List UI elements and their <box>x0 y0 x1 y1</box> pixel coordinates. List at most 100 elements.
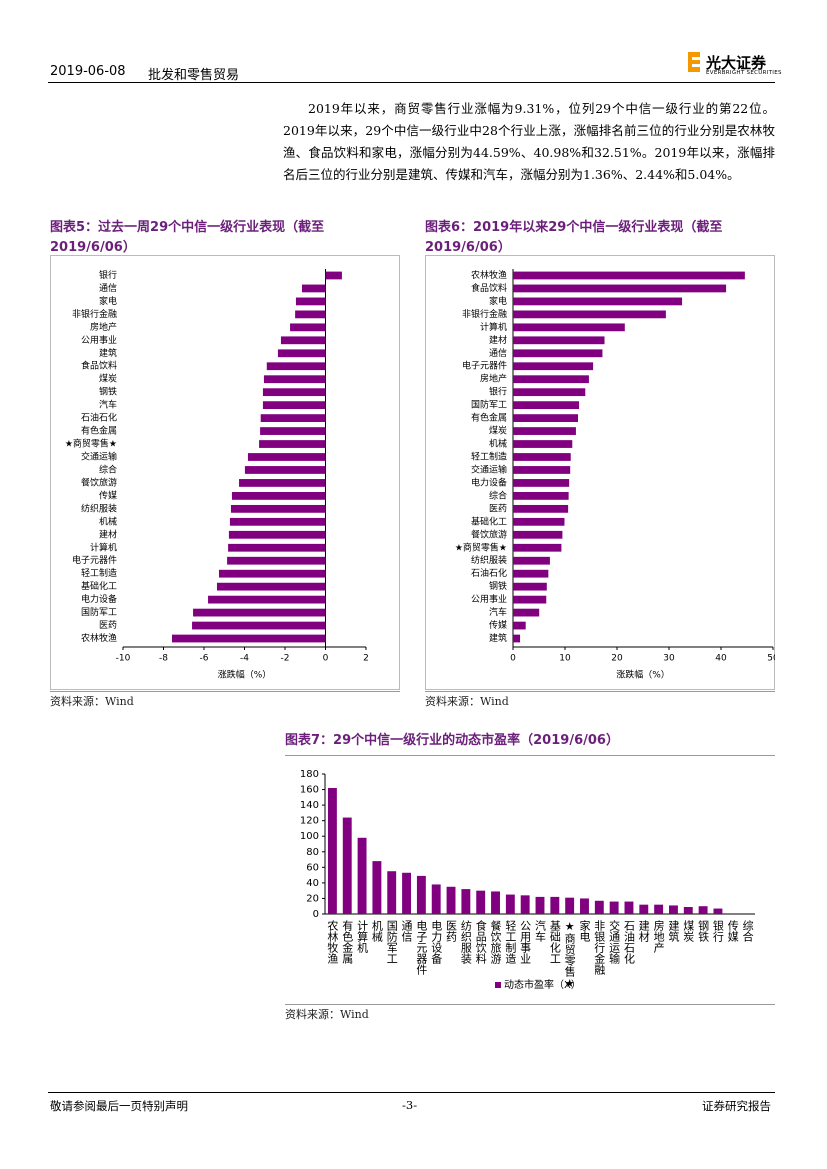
y-tick-label: 煤炭 <box>99 373 117 385</box>
y-tick-label: 银行 <box>489 386 507 398</box>
bar <box>218 569 326 578</box>
x-tick-label: -8 <box>159 654 168 664</box>
bar <box>513 608 540 617</box>
x-tick-label: 50 <box>767 654 775 664</box>
y-tick-label: 国防军工 <box>81 606 117 618</box>
x-tick-label: 有色金属 <box>341 919 354 965</box>
bar <box>228 543 326 552</box>
bar <box>446 886 456 914</box>
y-tick-label: 0 <box>313 909 319 920</box>
x-tick-label: 传媒 <box>726 920 739 943</box>
y-tick-label: 公用事业 <box>81 334 117 346</box>
y-tick-label: 国防军工 <box>471 399 507 411</box>
bar <box>513 375 589 384</box>
bar <box>247 453 326 461</box>
x-tick-label: 基础化工 <box>548 920 561 964</box>
bar <box>513 543 562 552</box>
x-tick-label: 综合 <box>741 919 754 942</box>
x-tick-label: -10 <box>116 654 131 664</box>
x-tick-label: 非银行金融 <box>593 920 606 976</box>
x-tick-label: -2 <box>281 654 290 664</box>
x-tick-label: 钢铁 <box>697 920 710 942</box>
chart-source: 资料来源：Wind <box>425 691 775 709</box>
x-tick-label: 纺织服装 <box>459 919 472 965</box>
x-tick-label: 餐饮旅游 <box>489 919 502 964</box>
bar <box>228 530 326 539</box>
bar <box>231 492 326 500</box>
chart: 0 20 40 60 80 100 120 140 160 180 农林牧渔 有色金属 计算机 机械 国防军… <box>300 769 755 991</box>
bar <box>416 875 426 914</box>
y-tick-label: 纺织服装 <box>81 502 117 514</box>
footer-label: 证券研究报告 <box>702 1099 771 1113</box>
bar <box>476 890 486 914</box>
y-tick-label: 传媒 <box>489 619 507 631</box>
bar <box>513 569 549 578</box>
chart: 0 10 20 30 40 50 涨跌幅（%） 农林牧渔食品饮料家电非银行金融计算机建材通信电… <box>425 255 775 690</box>
x-tick-label: 计算机 <box>356 920 369 953</box>
y-tick-label: 电子元器件 <box>72 554 117 566</box>
x-tick-label: 国防军工 <box>385 920 398 964</box>
y-tick-label: 电子元器件 <box>462 360 507 372</box>
bar <box>513 517 565 526</box>
bar <box>260 414 326 422</box>
y-tick-label: 80 <box>306 847 319 858</box>
y-tick-label: 电力设备 <box>471 476 507 488</box>
bar <box>513 530 563 539</box>
bar <box>520 895 530 914</box>
chart: -10 -8 -6 -4 -2 0 2 涨跌幅（%） 银行通信家电非银行金融房地产公用事业建筑食… <box>50 255 400 690</box>
y-tick-label: 纺织服装 <box>471 554 507 566</box>
y-tick-label: 120 <box>300 816 319 827</box>
bar <box>513 310 666 319</box>
x-tick-label: 建筑 <box>667 919 680 942</box>
y-tick-label: 公用事业 <box>471 593 507 605</box>
bar <box>513 595 547 604</box>
bar <box>513 453 571 461</box>
y-tick-label: 房地产 <box>90 321 117 333</box>
y-tick-label: 基础化工 <box>81 580 117 592</box>
y-tick-label: 银行 <box>99 269 117 281</box>
y-tick-label: ★商贸零售★ <box>455 541 507 553</box>
y-tick-label: 医药 <box>489 503 507 514</box>
bar <box>513 362 594 371</box>
bar <box>513 504 569 513</box>
bar <box>513 297 683 306</box>
bar <box>513 556 550 565</box>
y-tick-label: 轻工制造 <box>81 567 117 579</box>
logo-icon <box>688 52 700 72</box>
y-tick-label: 农林牧渔 <box>81 632 117 644</box>
bar <box>713 908 723 914</box>
y-tick-label: 160 <box>300 785 319 796</box>
y-tick-label: 建材 <box>489 334 507 346</box>
bar <box>193 608 326 617</box>
bar <box>372 861 382 914</box>
bar <box>262 388 326 397</box>
y-tick-label: 家电 <box>489 295 507 307</box>
bar <box>683 907 693 914</box>
bar <box>325 271 342 280</box>
y-tick-label: 交通运输 <box>81 451 117 463</box>
logo-text: 光大证券 <box>706 54 767 72</box>
x-tick-label: 家电 <box>578 919 591 942</box>
y-tick-label: 100 <box>300 831 319 842</box>
bar <box>513 323 625 332</box>
chart-frame <box>425 255 775 690</box>
bar <box>216 582 326 591</box>
x-tick-label: 房地产 <box>652 920 665 954</box>
x-tick-label: 20 <box>611 654 623 664</box>
bar <box>327 788 337 914</box>
bar <box>513 427 576 435</box>
bar <box>227 556 326 565</box>
x-tick-label: 农林牧渔 <box>326 919 339 965</box>
chart-title: 图表5：过去一周29个中信一级行业表现（截至2019/6/06） <box>50 220 325 255</box>
bar <box>513 388 586 397</box>
bar <box>513 466 571 474</box>
bar <box>266 362 326 371</box>
bar <box>262 401 326 410</box>
bar <box>513 284 727 293</box>
y-tick-label: 食品饮料 <box>81 360 117 372</box>
bar <box>513 414 578 422</box>
paragraph: 2019年以来，商贸零售行业涨幅为9.31%，位列29个中信一级行业的第22位。… <box>283 101 775 182</box>
x-tick-label: 汽车 <box>534 919 547 943</box>
x-tick-label: ★商贸零售★ <box>563 920 576 990</box>
